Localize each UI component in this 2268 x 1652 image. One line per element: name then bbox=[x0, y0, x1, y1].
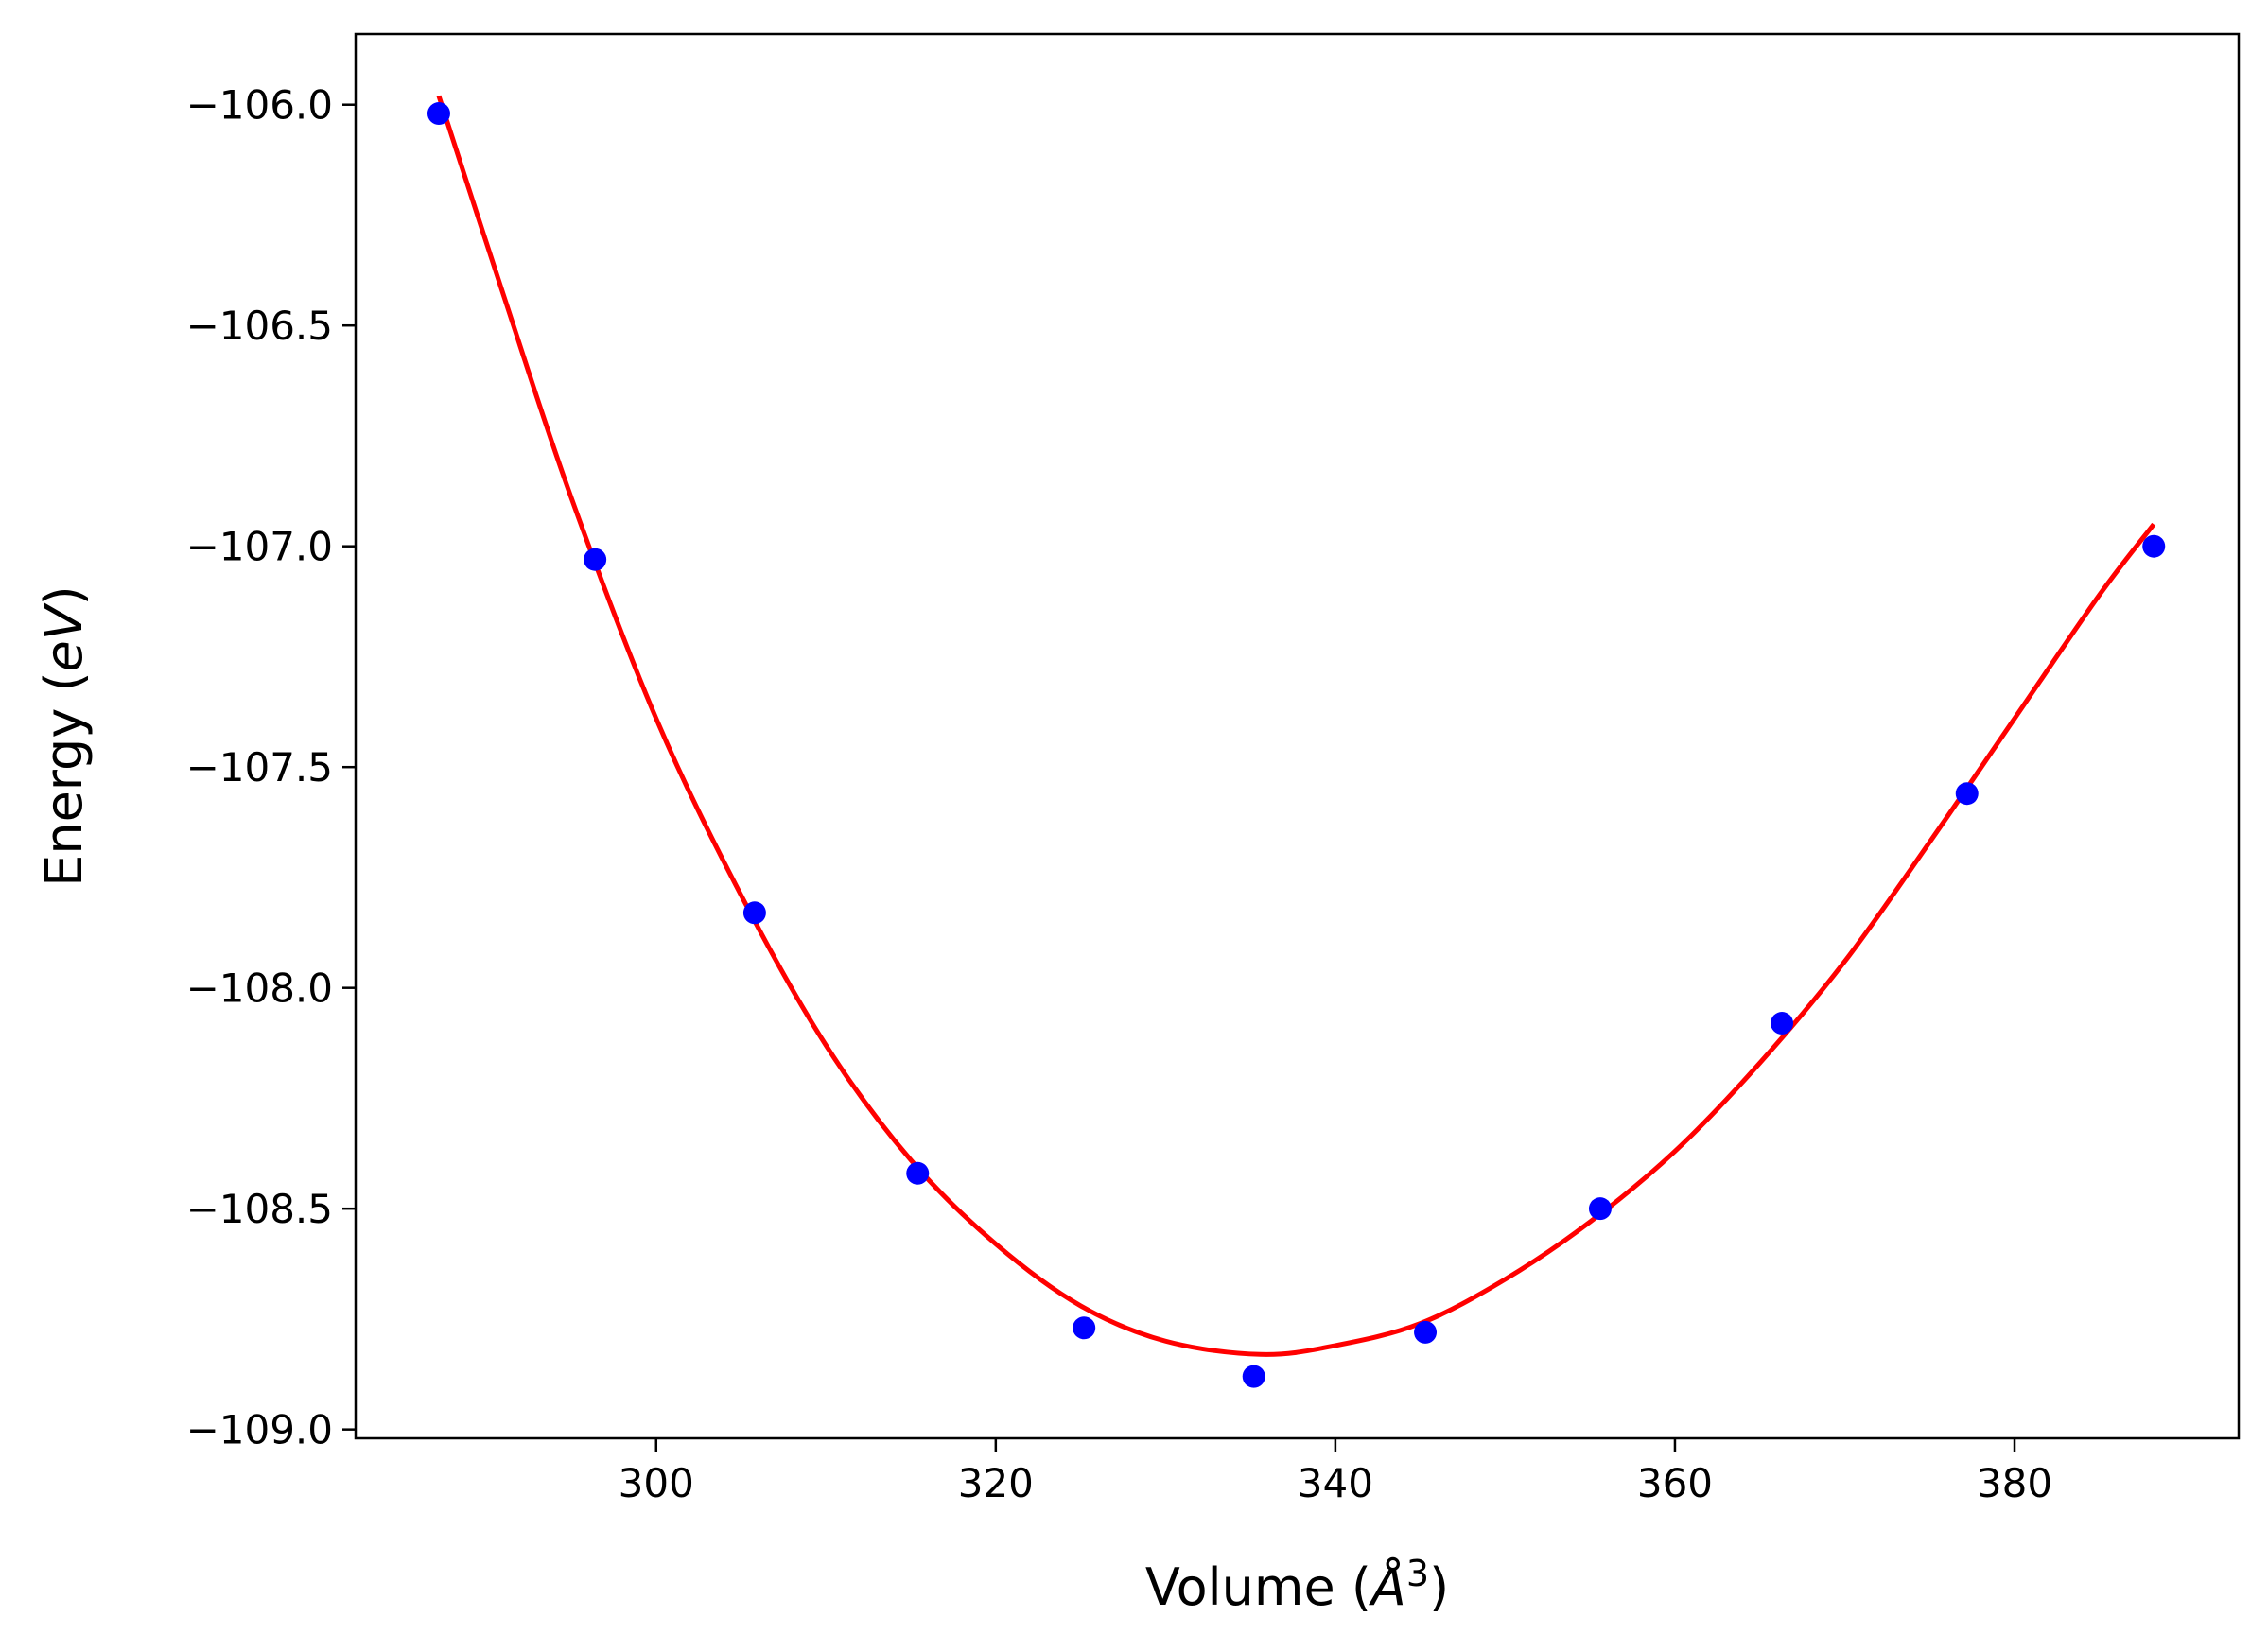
data-point bbox=[1771, 1012, 1794, 1035]
data-point bbox=[1588, 1197, 1612, 1221]
x-axis-label: Volume (Å3) bbox=[1145, 1553, 1449, 1617]
fit-curve-line bbox=[436, 95, 2156, 1357]
y-tick-label: −106.0 bbox=[186, 82, 333, 129]
y-tick-label: −108.5 bbox=[186, 1186, 333, 1232]
x-tick-label: 300 bbox=[619, 1460, 694, 1506]
x-tick-label: 320 bbox=[958, 1460, 1034, 1506]
fit-curve-layer bbox=[436, 95, 2156, 1357]
x-tick-label: 380 bbox=[1977, 1460, 2052, 1506]
y-axis-ticks: −106.0 −106.5 −107.0 −107.5 −108.0 −108.5 −109… bbox=[186, 82, 356, 1453]
x-axis-label-post: ) bbox=[1429, 1557, 1449, 1617]
x-axis-label-exponent: 3 bbox=[1406, 1553, 1429, 1594]
data-point bbox=[906, 1161, 930, 1185]
x-axis-label-unit: Å bbox=[1369, 1556, 1406, 1617]
y-axis-label: Energy (eV) bbox=[34, 585, 94, 887]
data-point bbox=[1073, 1316, 1096, 1340]
data-point bbox=[584, 548, 607, 571]
data-point bbox=[1242, 1365, 1265, 1388]
x-axis-label-pre: Volume ( bbox=[1145, 1557, 1371, 1617]
y-tick-label: −107.5 bbox=[186, 744, 333, 791]
data-point bbox=[742, 901, 766, 925]
y-tick-label: −106.5 bbox=[186, 303, 333, 349]
data-points-layer bbox=[427, 102, 2166, 1388]
x-axis-ticks: 300 320 340 360 380 bbox=[619, 1438, 2052, 1506]
y-axis-label-unit: eV bbox=[34, 601, 94, 671]
plot-area-background bbox=[356, 34, 2239, 1438]
y-axis-label-post: ) bbox=[34, 585, 94, 605]
x-tick-label: 360 bbox=[1637, 1460, 1713, 1506]
y-tick-label: −107.0 bbox=[186, 524, 333, 570]
y-tick-label: −108.0 bbox=[186, 965, 333, 1012]
y-tick-label: −109.0 bbox=[186, 1407, 333, 1453]
data-point bbox=[1955, 782, 1979, 806]
y-axis-label-pre: Energy ( bbox=[34, 671, 94, 886]
plot-frame bbox=[354, 32, 2241, 1440]
data-point bbox=[2142, 534, 2166, 558]
data-point bbox=[427, 102, 450, 126]
data-point bbox=[1414, 1320, 1438, 1344]
x-tick-label: 340 bbox=[1298, 1460, 1373, 1506]
